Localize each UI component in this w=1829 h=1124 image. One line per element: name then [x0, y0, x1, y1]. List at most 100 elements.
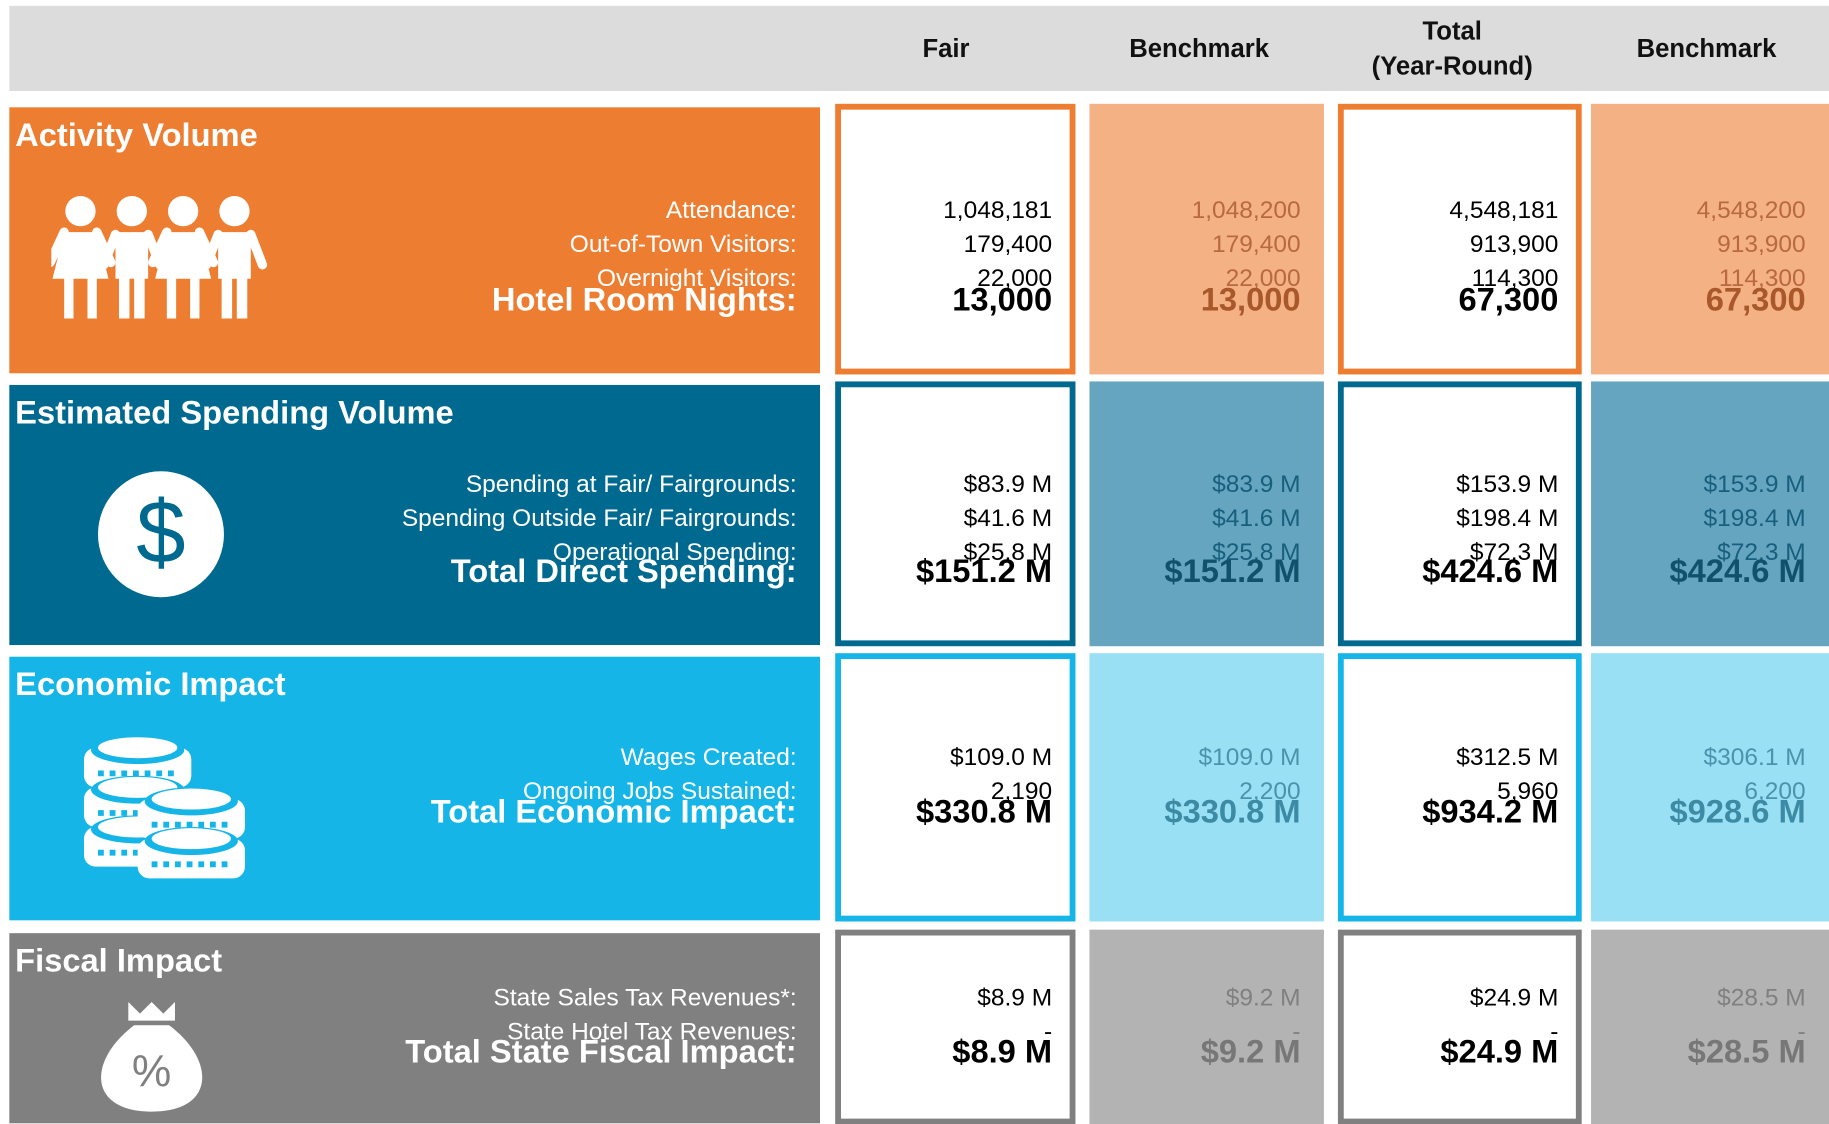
- row-value: 114,300: [1718, 264, 1806, 292]
- benchmark-cell: [1089, 381, 1324, 647]
- row-value: 913,900: [1717, 230, 1806, 258]
- row-value: $25.8 M: [1212, 538, 1301, 566]
- total-value: $928.6 M: [1669, 793, 1806, 830]
- row-value: 114,300: [1471, 264, 1559, 292]
- total-label: Total State Fiscal Impact:: [405, 1033, 797, 1070]
- benchmark-cell: [1089, 929, 1324, 1124]
- row-label: Spending Outside Fair/ Fairgrounds:: [401, 505, 797, 532]
- value-cell: [1337, 653, 1582, 922]
- row-value: 4,548,181: [1449, 197, 1559, 224]
- total-value: $151.2 M: [915, 552, 1053, 590]
- row-value: $306.1 M: [1703, 744, 1806, 772]
- row-label: State Sales Tax Revenues*:: [493, 984, 797, 1012]
- row-value: $109.0 M: [1198, 744, 1301, 772]
- section-title: Estimated Spending Volume: [15, 394, 454, 431]
- benchmark-cell: [1591, 929, 1829, 1124]
- total-value: $28.5 M: [1687, 1033, 1806, 1070]
- row-value: $83.9 M: [963, 471, 1053, 499]
- total-value: $151.2 M: [1164, 552, 1301, 590]
- total-label: Total Economic Impact:: [430, 793, 797, 830]
- section-title: Activity Volume: [15, 116, 258, 153]
- row-value: -: [1797, 1018, 1806, 1046]
- row-value: $83.9 M: [1212, 471, 1301, 499]
- row-value: 1,048,200: [1191, 197, 1301, 224]
- row-value: $9.2 M: [1225, 984, 1301, 1012]
- row-value: 22,000: [1225, 264, 1301, 292]
- benchmark-cell: [1591, 103, 1829, 375]
- row-value: $41.6 M: [963, 505, 1053, 532]
- row-value: 5,960: [1497, 778, 1559, 805]
- row-label: Ongoing Jobs Sustained:: [522, 778, 797, 805]
- value-cell: [835, 929, 1076, 1124]
- row-value: 6,200: [1744, 778, 1806, 805]
- row-value: $41.6 M: [1212, 505, 1301, 532]
- row-label: State Hotel Tax Revenues:: [507, 1018, 797, 1046]
- total-value: $330.8 M: [915, 793, 1053, 830]
- benchmark-cell: [1089, 653, 1324, 922]
- row-label: Spending at Fair/ Fairgrounds:: [465, 471, 797, 499]
- total-label: Hotel Room Nights:: [491, 281, 797, 318]
- row-value: $109.0 M: [950, 744, 1053, 772]
- row-value: 2,200: [1239, 778, 1301, 805]
- svg-text:%: %: [132, 1047, 171, 1096]
- row-value: $153.9 M: [1456, 471, 1559, 499]
- total-value: $9.2 M: [1200, 1033, 1301, 1070]
- value-cell: [1337, 103, 1582, 375]
- row-value: -: [1550, 1018, 1559, 1046]
- row-label: Operational Spending:: [552, 538, 797, 566]
- row-value: -: [1043, 1018, 1053, 1046]
- row-value: $28.5 M: [1717, 984, 1806, 1012]
- total-value: 67,300: [1705, 281, 1806, 318]
- column-header: Benchmark: [1636, 33, 1777, 63]
- section-icon: %: [93, 997, 210, 1119]
- row-value: $72.3 M: [1717, 538, 1806, 566]
- row-value: 1,048,181: [943, 197, 1053, 224]
- value-cell: [835, 381, 1076, 647]
- section-icon: $: [96, 469, 227, 605]
- row-label: Out-of-Town Visitors:: [569, 230, 797, 258]
- row-value: 22,000: [977, 264, 1053, 292]
- section-icon: [79, 727, 254, 902]
- total-value: $24.9 M: [1440, 1033, 1559, 1070]
- value-cell: [1337, 381, 1582, 647]
- row-value: $25.8 M: [963, 538, 1053, 566]
- section-title: Economic Impact: [15, 666, 286, 703]
- total-value: $8.9 M: [952, 1033, 1053, 1070]
- row-value: 2,190: [990, 778, 1053, 805]
- row-value: -: [1292, 1018, 1301, 1046]
- total-value: $934.2 M: [1422, 793, 1559, 830]
- value-cell: [835, 103, 1076, 375]
- row-label: Attendance:: [665, 197, 797, 224]
- column-header: Fair: [922, 33, 970, 63]
- row-value: $198.4 M: [1703, 505, 1806, 532]
- svg-text:$: $: [136, 482, 185, 581]
- column-header: Benchmark: [1129, 33, 1270, 63]
- row-value: $198.4 M: [1456, 505, 1559, 532]
- benchmark-cell: [1089, 103, 1324, 375]
- row-value: $24.9 M: [1469, 984, 1559, 1012]
- row-value: $153.9 M: [1703, 471, 1806, 499]
- total-value: 13,000: [952, 281, 1053, 318]
- row-value: $72.3 M: [1469, 538, 1559, 566]
- total-value: 67,300: [1458, 281, 1559, 318]
- total-value: $424.6 M: [1422, 552, 1559, 590]
- section-icon: [45, 195, 273, 329]
- row-label: Wages Created:: [620, 744, 797, 772]
- value-cell: [1337, 929, 1582, 1124]
- row-value: 913,900: [1469, 230, 1559, 258]
- total-value: 13,000: [1200, 281, 1301, 318]
- row-value: 179,400: [1212, 230, 1301, 258]
- total-value: $424.6 M: [1669, 552, 1806, 590]
- row-value: $8.9 M: [977, 984, 1053, 1012]
- total-label: Total Direct Spending:: [450, 552, 797, 590]
- total-value: $330.8 M: [1164, 793, 1301, 830]
- benchmark-cell: [1591, 381, 1829, 647]
- header-band: [9, 5, 1829, 91]
- row-label: Overnight Visitors:: [597, 264, 797, 292]
- row-value: $312.5 M: [1456, 744, 1559, 772]
- row-value: 4,548,200: [1696, 197, 1806, 224]
- row-value: 179,400: [963, 230, 1053, 258]
- value-cell: [835, 653, 1076, 922]
